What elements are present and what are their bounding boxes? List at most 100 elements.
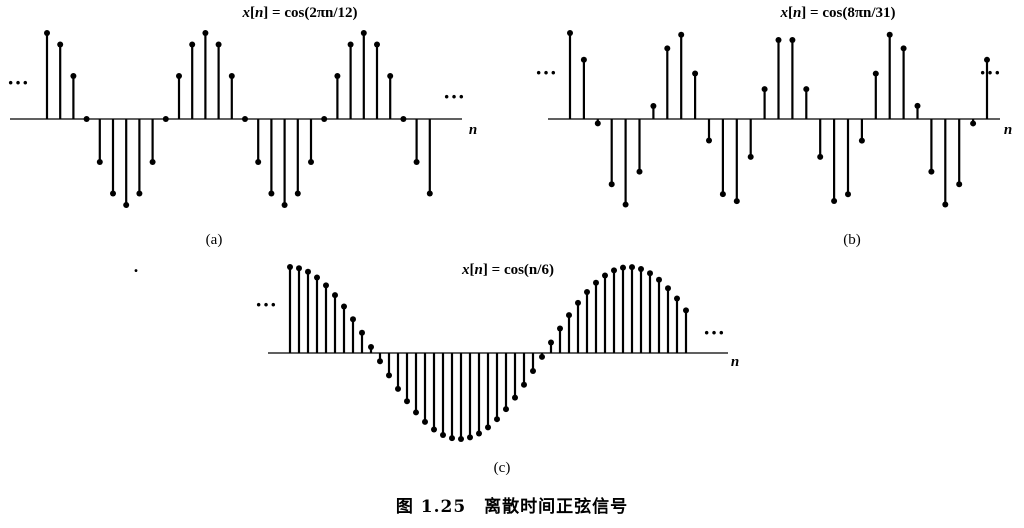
figure-caption: 图 1.25 离散时间正弦信号 xyxy=(395,497,629,517)
stem-point xyxy=(374,41,380,48)
stem-point xyxy=(359,329,365,336)
stem-point xyxy=(845,191,851,198)
stem-point xyxy=(368,343,374,350)
panel-a-label: (a) xyxy=(206,232,223,248)
stem-point xyxy=(956,181,963,188)
stem-point xyxy=(395,385,401,392)
stem-point xyxy=(567,30,573,36)
panel-c: x[n] = cos(n/6) ··· ··· n (c) xyxy=(255,262,739,476)
stem-point xyxy=(268,190,275,197)
stem-point xyxy=(287,264,293,270)
stem-point xyxy=(422,418,428,425)
stem-point xyxy=(334,72,341,79)
stem-point xyxy=(308,158,314,165)
panel-a-right-ellipsis: ··· xyxy=(443,84,465,109)
stem-point xyxy=(440,431,446,438)
stem-point xyxy=(228,73,235,80)
panel-a-left-ellipsis: ··· xyxy=(7,70,29,95)
stem-point xyxy=(674,295,680,302)
stem-point xyxy=(611,267,617,274)
stem-point xyxy=(594,120,601,127)
stem-point xyxy=(914,102,921,109)
panel-a: x[n] = cos(2πn/12) ··· ··· n (a) xyxy=(7,5,477,248)
stem-point xyxy=(426,190,433,197)
stem-point xyxy=(629,264,635,271)
panel-c-label: (c) xyxy=(494,460,511,476)
stem-point xyxy=(386,372,392,379)
stem-point xyxy=(638,266,644,273)
stem-point xyxy=(900,45,907,52)
stem-point xyxy=(678,31,685,38)
stem-point xyxy=(719,191,726,198)
stem-point xyxy=(377,358,383,365)
stem-point xyxy=(886,31,893,38)
stem-point xyxy=(149,158,156,165)
panel-a-title: x[n] = cos(2πn/12) xyxy=(241,5,357,21)
stem-point xyxy=(521,381,527,388)
stem-point xyxy=(984,56,990,63)
stem-point xyxy=(467,434,473,441)
panel-b: x[n] = cos(8πn/31) ··· ··· n (b) xyxy=(535,5,1012,248)
stem-point xyxy=(387,73,394,80)
stem-point xyxy=(350,316,356,323)
stem-point xyxy=(557,325,563,332)
stem-point xyxy=(123,202,130,208)
stray-mark: . xyxy=(134,256,139,276)
stem-point xyxy=(761,86,768,93)
stem-point xyxy=(296,265,302,272)
stem-point xyxy=(44,30,50,36)
stem-point xyxy=(400,116,407,123)
stem-point xyxy=(512,394,518,401)
stem-point xyxy=(347,41,354,48)
stem-point xyxy=(281,202,288,208)
stem-point xyxy=(494,416,500,423)
stem-point xyxy=(584,288,590,295)
stem-point xyxy=(747,153,754,160)
stem-point xyxy=(189,41,196,48)
stem-point xyxy=(503,406,509,413)
stem-point xyxy=(656,276,662,283)
stem-point xyxy=(323,282,329,289)
stem-point xyxy=(928,168,935,175)
stem-point xyxy=(242,116,248,123)
stem-point xyxy=(321,115,328,122)
stem-point xyxy=(620,264,626,271)
stem-point xyxy=(404,398,410,405)
stem-point xyxy=(942,201,949,208)
stem-point xyxy=(57,41,64,48)
stem-point xyxy=(83,116,90,123)
stem-point xyxy=(608,181,615,188)
panel-a-stems xyxy=(44,30,433,208)
panel-a-axis-label: n xyxy=(469,122,477,138)
stem-point xyxy=(314,274,320,281)
stem-point xyxy=(530,368,536,375)
stem-point xyxy=(575,299,581,306)
stem-point xyxy=(665,285,671,292)
stem-point xyxy=(332,292,338,299)
stem-point xyxy=(110,190,116,197)
stem-point xyxy=(539,353,545,360)
stem-point xyxy=(136,190,143,197)
stem-point xyxy=(817,153,824,160)
stem-point xyxy=(96,159,103,166)
stem-point xyxy=(789,36,796,43)
stem-point xyxy=(872,70,879,77)
stem-point xyxy=(162,115,169,122)
panel-b-axis-label: n xyxy=(1004,122,1012,138)
stem-point xyxy=(775,36,782,43)
stem-point xyxy=(449,435,455,442)
stem-point xyxy=(733,198,740,205)
stem-point xyxy=(692,70,699,77)
stem-point xyxy=(215,41,222,48)
stem-point xyxy=(70,73,77,80)
stem-point xyxy=(294,190,301,197)
panel-b-left-ellipsis: ··· xyxy=(535,60,557,85)
stem-point xyxy=(341,303,347,310)
stem-point xyxy=(413,159,420,166)
stem-point xyxy=(476,430,482,437)
stem-point xyxy=(548,339,554,346)
panel-c-left-ellipsis: ··· xyxy=(255,292,277,317)
stem-point xyxy=(647,270,653,277)
panel-c-stems xyxy=(287,264,689,442)
